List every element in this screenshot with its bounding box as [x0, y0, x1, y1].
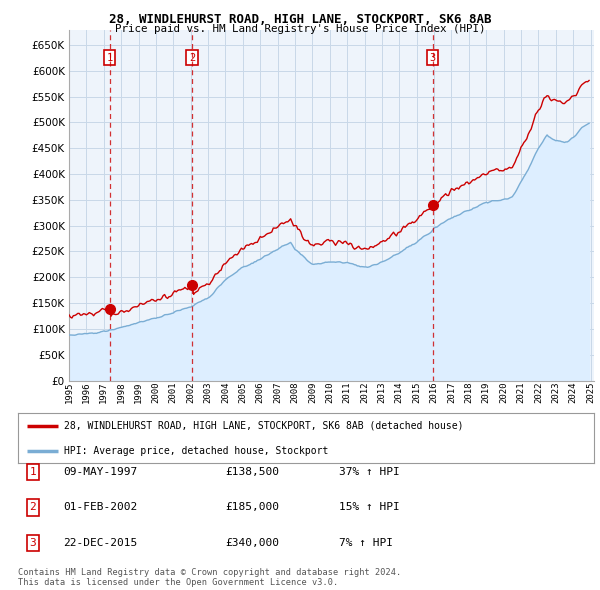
Text: 22-DEC-2015: 22-DEC-2015	[63, 538, 137, 548]
Text: 37% ↑ HPI: 37% ↑ HPI	[339, 467, 400, 477]
Text: 15% ↑ HPI: 15% ↑ HPI	[339, 503, 400, 512]
Text: Contains HM Land Registry data © Crown copyright and database right 2024.: Contains HM Land Registry data © Crown c…	[18, 568, 401, 577]
Text: HPI: Average price, detached house, Stockport: HPI: Average price, detached house, Stoc…	[64, 445, 328, 455]
Text: 7% ↑ HPI: 7% ↑ HPI	[339, 538, 393, 548]
Text: £185,000: £185,000	[225, 503, 279, 512]
Text: £138,500: £138,500	[225, 467, 279, 477]
Text: 28, WINDLEHURST ROAD, HIGH LANE, STOCKPORT, SK6 8AB (detached house): 28, WINDLEHURST ROAD, HIGH LANE, STOCKPO…	[64, 421, 464, 431]
Text: 1: 1	[29, 467, 37, 477]
Text: 2: 2	[29, 503, 37, 512]
Text: £340,000: £340,000	[225, 538, 279, 548]
Text: This data is licensed under the Open Government Licence v3.0.: This data is licensed under the Open Gov…	[18, 578, 338, 587]
Text: 09-MAY-1997: 09-MAY-1997	[63, 467, 137, 477]
Text: 01-FEB-2002: 01-FEB-2002	[63, 503, 137, 512]
Text: Price paid vs. HM Land Registry's House Price Index (HPI): Price paid vs. HM Land Registry's House …	[115, 24, 485, 34]
Text: 1: 1	[106, 53, 113, 63]
Text: 3: 3	[430, 53, 436, 63]
Text: 2: 2	[189, 53, 195, 63]
Text: 28, WINDLEHURST ROAD, HIGH LANE, STOCKPORT, SK6 8AB: 28, WINDLEHURST ROAD, HIGH LANE, STOCKPO…	[109, 13, 491, 26]
Text: 3: 3	[29, 538, 37, 548]
